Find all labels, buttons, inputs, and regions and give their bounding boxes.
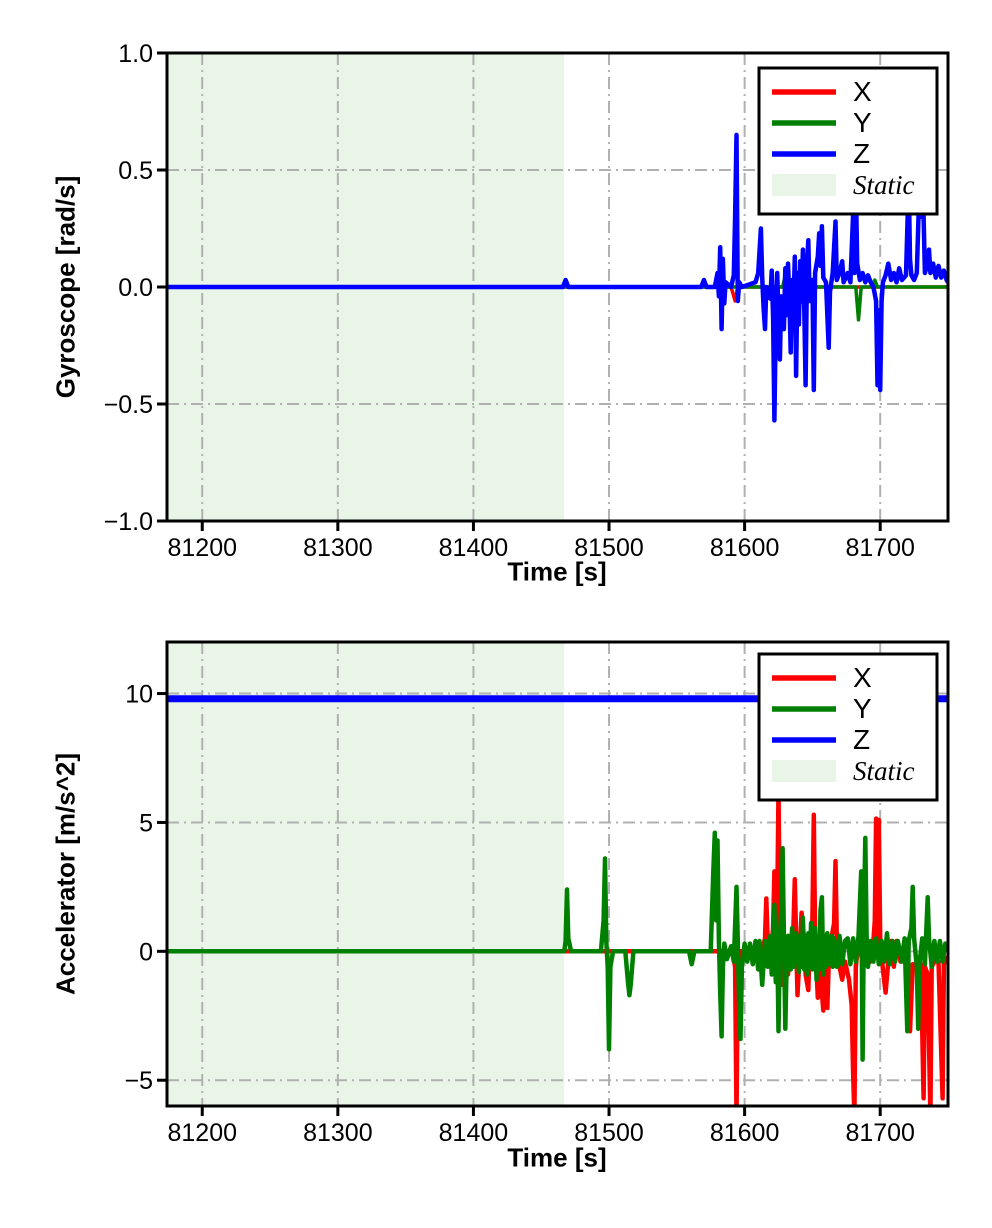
x-tick-label: 81500 xyxy=(574,1119,644,1147)
legend-sample-static-patch xyxy=(772,760,836,782)
x-tick-label: 81600 xyxy=(710,534,780,562)
y-tick-label: 1.0 xyxy=(118,40,153,68)
x-tick-label: 81400 xyxy=(439,1119,509,1147)
legend-sample-static-patch xyxy=(772,174,836,196)
gyroscope-chart: 81200 81300 81400 81500 81600 81700 1.0 0.5 0.0 −… xyxy=(104,40,950,562)
y-tick-label: 10 xyxy=(125,681,153,709)
legend-label-z: Z xyxy=(853,724,870,755)
y-tick-label: 0 xyxy=(139,938,153,966)
static-region xyxy=(167,642,565,1106)
y-tick-label: 5 xyxy=(139,809,153,837)
series-z-line xyxy=(167,132,948,423)
series-x-line xyxy=(167,786,948,1106)
x-tick-label: 81300 xyxy=(303,1119,373,1147)
legend-label-static: Static xyxy=(853,756,915,786)
legend-label-y: Y xyxy=(853,693,872,724)
y-tick-label: 0.0 xyxy=(118,274,153,302)
x-tick-label: 81200 xyxy=(167,1119,237,1147)
y-tick-label: −0.5 xyxy=(104,391,153,419)
x-tick-label: 81700 xyxy=(845,534,915,562)
legend-label-z: Z xyxy=(853,138,870,169)
x-tick-label: 81400 xyxy=(439,534,509,562)
legend-label-x: X xyxy=(853,76,872,107)
x-tick-label: 81600 xyxy=(710,1119,780,1147)
y-tick-label: −1.0 xyxy=(104,508,153,536)
y-tick-label: 0.5 xyxy=(118,157,153,185)
y-tick-label: −5 xyxy=(124,1067,153,1095)
axes-frame xyxy=(165,640,950,1108)
legend-label-x: X xyxy=(853,662,872,693)
x-tick-label: 81200 xyxy=(167,534,237,562)
x-tick-label: 81700 xyxy=(845,1119,915,1147)
accelerometer-chart: 81200 81300 81400 81500 81600 81700 10 5 0 −5 XYZS… xyxy=(124,640,950,1147)
legend-label-y: Y xyxy=(853,107,872,138)
legend-label-static: Static xyxy=(853,170,915,200)
x-tick-label: 81300 xyxy=(303,534,373,562)
series-y-line xyxy=(167,830,948,1062)
x-tick-label: 81500 xyxy=(574,534,644,562)
